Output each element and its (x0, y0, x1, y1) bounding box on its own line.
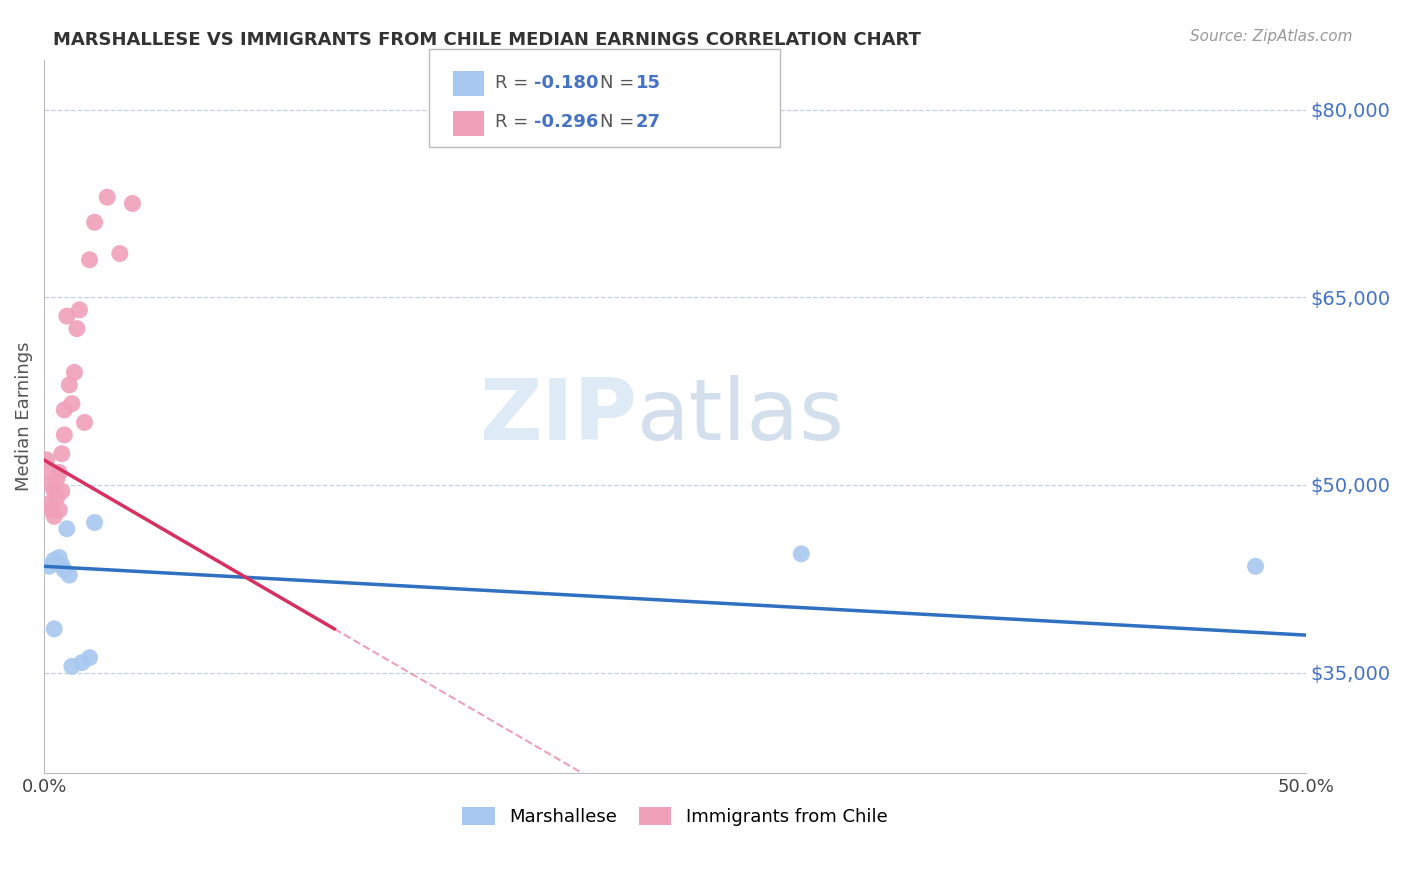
Text: R =: R = (495, 74, 534, 92)
Point (45, 491, 67, 505)
Point (53, 428, 76, 442)
Point (38, 497, 60, 511)
Text: -0.296: -0.296 (534, 113, 599, 131)
Text: -0.180: -0.180 (534, 74, 599, 92)
Point (41, 478, 63, 492)
Point (44, 509, 66, 524)
Point (108, 246, 131, 260)
Text: N =: N = (600, 74, 640, 92)
Text: R =: R = (495, 113, 534, 131)
Text: 15: 15 (636, 74, 661, 92)
Point (96, 190, 118, 204)
Point (63, 365, 86, 379)
Point (44, 484, 66, 499)
Point (121, 196, 143, 211)
Point (41, 503, 63, 517)
Point (790, 547, 813, 561)
Point (45, 556, 67, 570)
Text: N =: N = (600, 113, 640, 131)
Point (83, 516, 105, 530)
Point (73, 416, 96, 430)
Point (44, 622, 66, 636)
Point (83, 215, 105, 229)
Point (48, 550, 70, 565)
Point (45, 472, 67, 486)
Point (69, 302, 91, 317)
Point (79, 252, 101, 267)
Point (79, 650, 101, 665)
Point (38, 466, 60, 480)
Legend: Marshallese, Immigrants from Chile: Marshallese, Immigrants from Chile (454, 797, 897, 835)
Point (51, 484, 73, 499)
Point (56, 309, 79, 323)
Text: MARSHALLESE VS IMMIGRANTS FROM CHILE MEDIAN EARNINGS CORRELATION CHART: MARSHALLESE VS IMMIGRANTS FROM CHILE MED… (53, 31, 921, 49)
Point (58, 568, 80, 582)
Point (53, 403, 76, 417)
Point (58, 377, 80, 392)
Point (60, 397, 83, 411)
Y-axis label: Median Earnings: Median Earnings (15, 342, 32, 491)
Point (35, 453, 58, 467)
Point (48, 466, 70, 480)
Point (51, 558, 73, 572)
Point (53, 563, 76, 577)
Text: 27: 27 (636, 113, 661, 131)
Point (56, 522, 79, 536)
Point (66, 321, 89, 335)
Point (70, 656, 93, 670)
Point (51, 447, 73, 461)
Text: Source: ZipAtlas.com: Source: ZipAtlas.com (1189, 29, 1353, 44)
Point (44, 553, 66, 567)
Text: ZIP: ZIP (479, 375, 637, 458)
Point (1244, 559, 1267, 574)
Point (60, 659, 83, 673)
Point (48, 503, 70, 517)
Point (38, 559, 60, 574)
Text: atlas: atlas (637, 375, 845, 458)
